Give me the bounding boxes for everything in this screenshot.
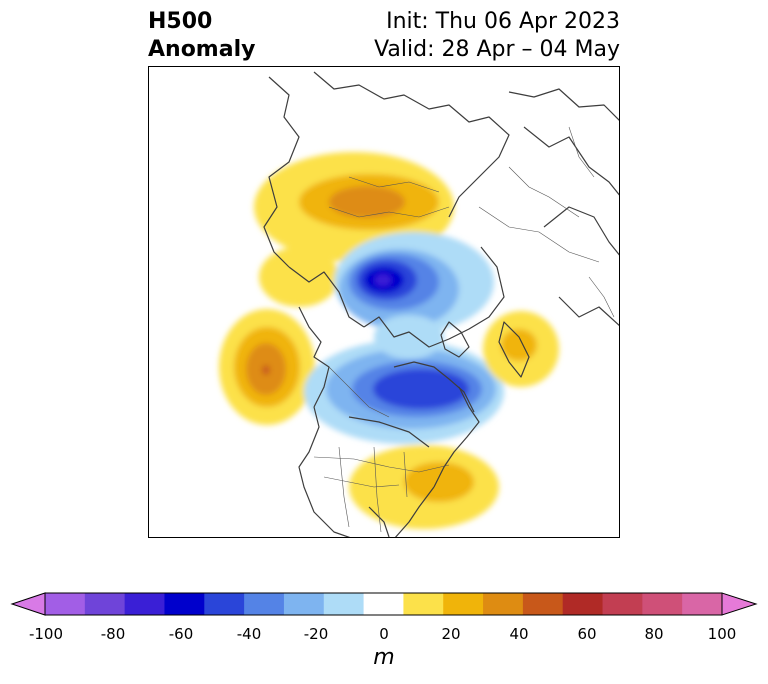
colorbar-bin [682, 593, 723, 615]
colorbar [10, 592, 758, 616]
map-title: H500 Anomaly [148, 8, 255, 64]
colorbar-bin [283, 593, 325, 615]
colorbar-bin [403, 593, 444, 615]
colorbar-bin [244, 593, 285, 615]
anomaly-map [219, 71, 619, 537]
colorbar-bin [562, 593, 604, 615]
colorbar-tick-label: -20 [303, 625, 329, 643]
colorbar-bins [45, 593, 723, 615]
colorbar-bin [84, 593, 126, 615]
colorbar-tick-label: -100 [28, 625, 64, 643]
colorbar-tick-label: 0 [379, 625, 389, 643]
colorbar-bin [363, 593, 404, 615]
colorbar-tick-label: -40 [236, 625, 262, 643]
colorbar-bin [522, 593, 564, 615]
valid-date: Valid: 28 Apr – 04 May [374, 37, 620, 62]
colorbar-unit: m [373, 645, 395, 670]
anomaly-shading [219, 152, 559, 529]
coastlines [263, 71, 619, 537]
colorbar-tick-label: 80 [644, 625, 664, 643]
colorbar-extend-high [721, 592, 758, 616]
colorbar-tick-label: -80 [100, 625, 126, 643]
colorbar-bin [323, 593, 365, 615]
colorbar-bin [602, 593, 643, 615]
title-variable: H500 [148, 9, 213, 34]
colorbar-bin [204, 593, 245, 615]
colorbar-bin [642, 593, 683, 615]
borders [313, 126, 615, 533]
colorbar-bin [483, 593, 524, 615]
init-date: Init: Thu 06 Apr 2023 [386, 9, 620, 34]
map-dates: Init: Thu 06 Apr 2023 Valid: 28 Apr – 04… [374, 8, 620, 64]
colorbar-extend-low [10, 592, 46, 616]
colorbar-bin [164, 593, 205, 615]
colorbar-tick-label: -60 [168, 625, 194, 643]
map-panel [148, 66, 620, 538]
colorbar-tick-label: 20 [441, 625, 461, 643]
colorbar-outline [44, 592, 723, 616]
colorbar-tick-label: 100 [707, 625, 737, 643]
colorbar-bin [45, 593, 86, 615]
title-field: Anomaly [148, 37, 256, 62]
colorbar-bin [443, 593, 484, 615]
colorbar-bin [124, 593, 165, 615]
colorbar-tick-label: 60 [577, 625, 597, 643]
colorbar-tick-label: 40 [509, 625, 529, 643]
